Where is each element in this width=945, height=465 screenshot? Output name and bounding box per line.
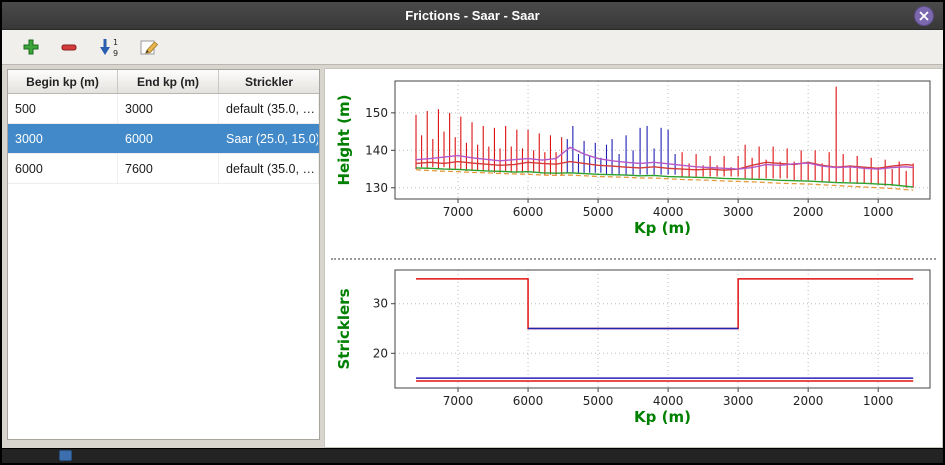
chart-separator [331, 258, 936, 260]
svg-text:1: 1 [113, 38, 118, 47]
svg-text:1000: 1000 [863, 394, 894, 408]
remove-friction-button[interactable] [56, 34, 82, 60]
table-header-row: Begin kp (m) End kp (m) Strickler [8, 70, 319, 94]
cell-end-kp: 7600 [118, 154, 219, 183]
cell-strickler: default (35.0, … [219, 154, 319, 183]
edit-icon [140, 40, 159, 55]
cell-begin-kp: 6000 [8, 154, 118, 183]
column-header-begin-kp[interactable]: Begin kp (m) [8, 70, 118, 93]
svg-text:6000: 6000 [513, 394, 544, 408]
title-bar[interactable]: Frictions - Saar - Saar [2, 2, 943, 30]
close-button[interactable] [914, 6, 934, 26]
table-row[interactable]: 500 3000 default (35.0, … [8, 94, 319, 124]
cell-end-kp: 6000 [125, 131, 153, 146]
svg-text:7000: 7000 [443, 205, 474, 219]
toolbar: 1 9 [2, 30, 943, 65]
svg-text:4000: 4000 [653, 205, 684, 219]
svg-text:Height (m): Height (m) [335, 94, 353, 185]
svg-text:2000: 2000 [793, 205, 824, 219]
cell-strickler: default (35.0, … [219, 94, 319, 123]
cell-strickler: Saar (25.0, 15.0) [226, 131, 319, 146]
edit-friction-button[interactable] [136, 34, 162, 60]
svg-text:1000: 1000 [863, 205, 894, 219]
stricklers-chart[interactable]: 7000 6000 5000 4000 3000 2000 1000 20 30 Kp (m) St… [325, 260, 942, 448]
add-friction-button[interactable] [18, 34, 44, 60]
frictions-table: Begin kp (m) End kp (m) Strickler 500 30… [7, 69, 320, 440]
svg-text:Kp (m): Kp (m) [634, 219, 691, 237]
sort-numeric-icon: 1 9 [100, 38, 118, 57]
cell-begin-kp: 500 [8, 94, 118, 123]
svg-text:3000: 3000 [723, 394, 754, 408]
charts-panel: 7000 6000 5000 4000 3000 2000 1000 130 140 150 Kp … [324, 68, 943, 448]
svg-text:140: 140 [365, 143, 388, 157]
table-row[interactable]: 6000 7600 default (35.0, … [8, 154, 319, 184]
taskbar-app-icon[interactable] [59, 450, 72, 461]
bottom-panel [2, 448, 943, 463]
svg-text:2000: 2000 [793, 394, 824, 408]
svg-text:30: 30 [373, 297, 388, 311]
sort-button[interactable]: 1 9 [94, 34, 124, 60]
svg-text:150: 150 [365, 106, 388, 120]
window-title: Frictions - Saar - Saar [405, 8, 540, 23]
svg-text:6000: 6000 [513, 205, 544, 219]
svg-text:3000: 3000 [723, 205, 754, 219]
svg-text:Kp (m): Kp (m) [634, 408, 691, 426]
svg-text:7000: 7000 [443, 394, 474, 408]
column-header-strickler[interactable]: Strickler [244, 74, 294, 89]
svg-text:9: 9 [113, 49, 118, 57]
close-icon [919, 11, 929, 21]
cell-begin-kp: 3000 [15, 131, 43, 146]
svg-text:20: 20 [373, 346, 388, 360]
svg-text:5000: 5000 [583, 205, 614, 219]
cell-end-kp: 3000 [118, 94, 219, 123]
svg-text:130: 130 [365, 181, 388, 195]
svg-text:Stricklers: Stricklers [335, 288, 353, 369]
table-row-selected[interactable]: 3000 6000 Saar (25.0, 15.0) [8, 124, 319, 154]
height-profile-chart[interactable]: 7000 6000 5000 4000 3000 2000 1000 130 140 150 Kp … [325, 69, 942, 258]
svg-text:5000: 5000 [583, 394, 614, 408]
minus-icon [61, 44, 77, 51]
plus-icon [23, 39, 39, 55]
column-header-end-kp[interactable]: End kp (m) [118, 70, 219, 93]
svg-text:4000: 4000 [653, 394, 684, 408]
